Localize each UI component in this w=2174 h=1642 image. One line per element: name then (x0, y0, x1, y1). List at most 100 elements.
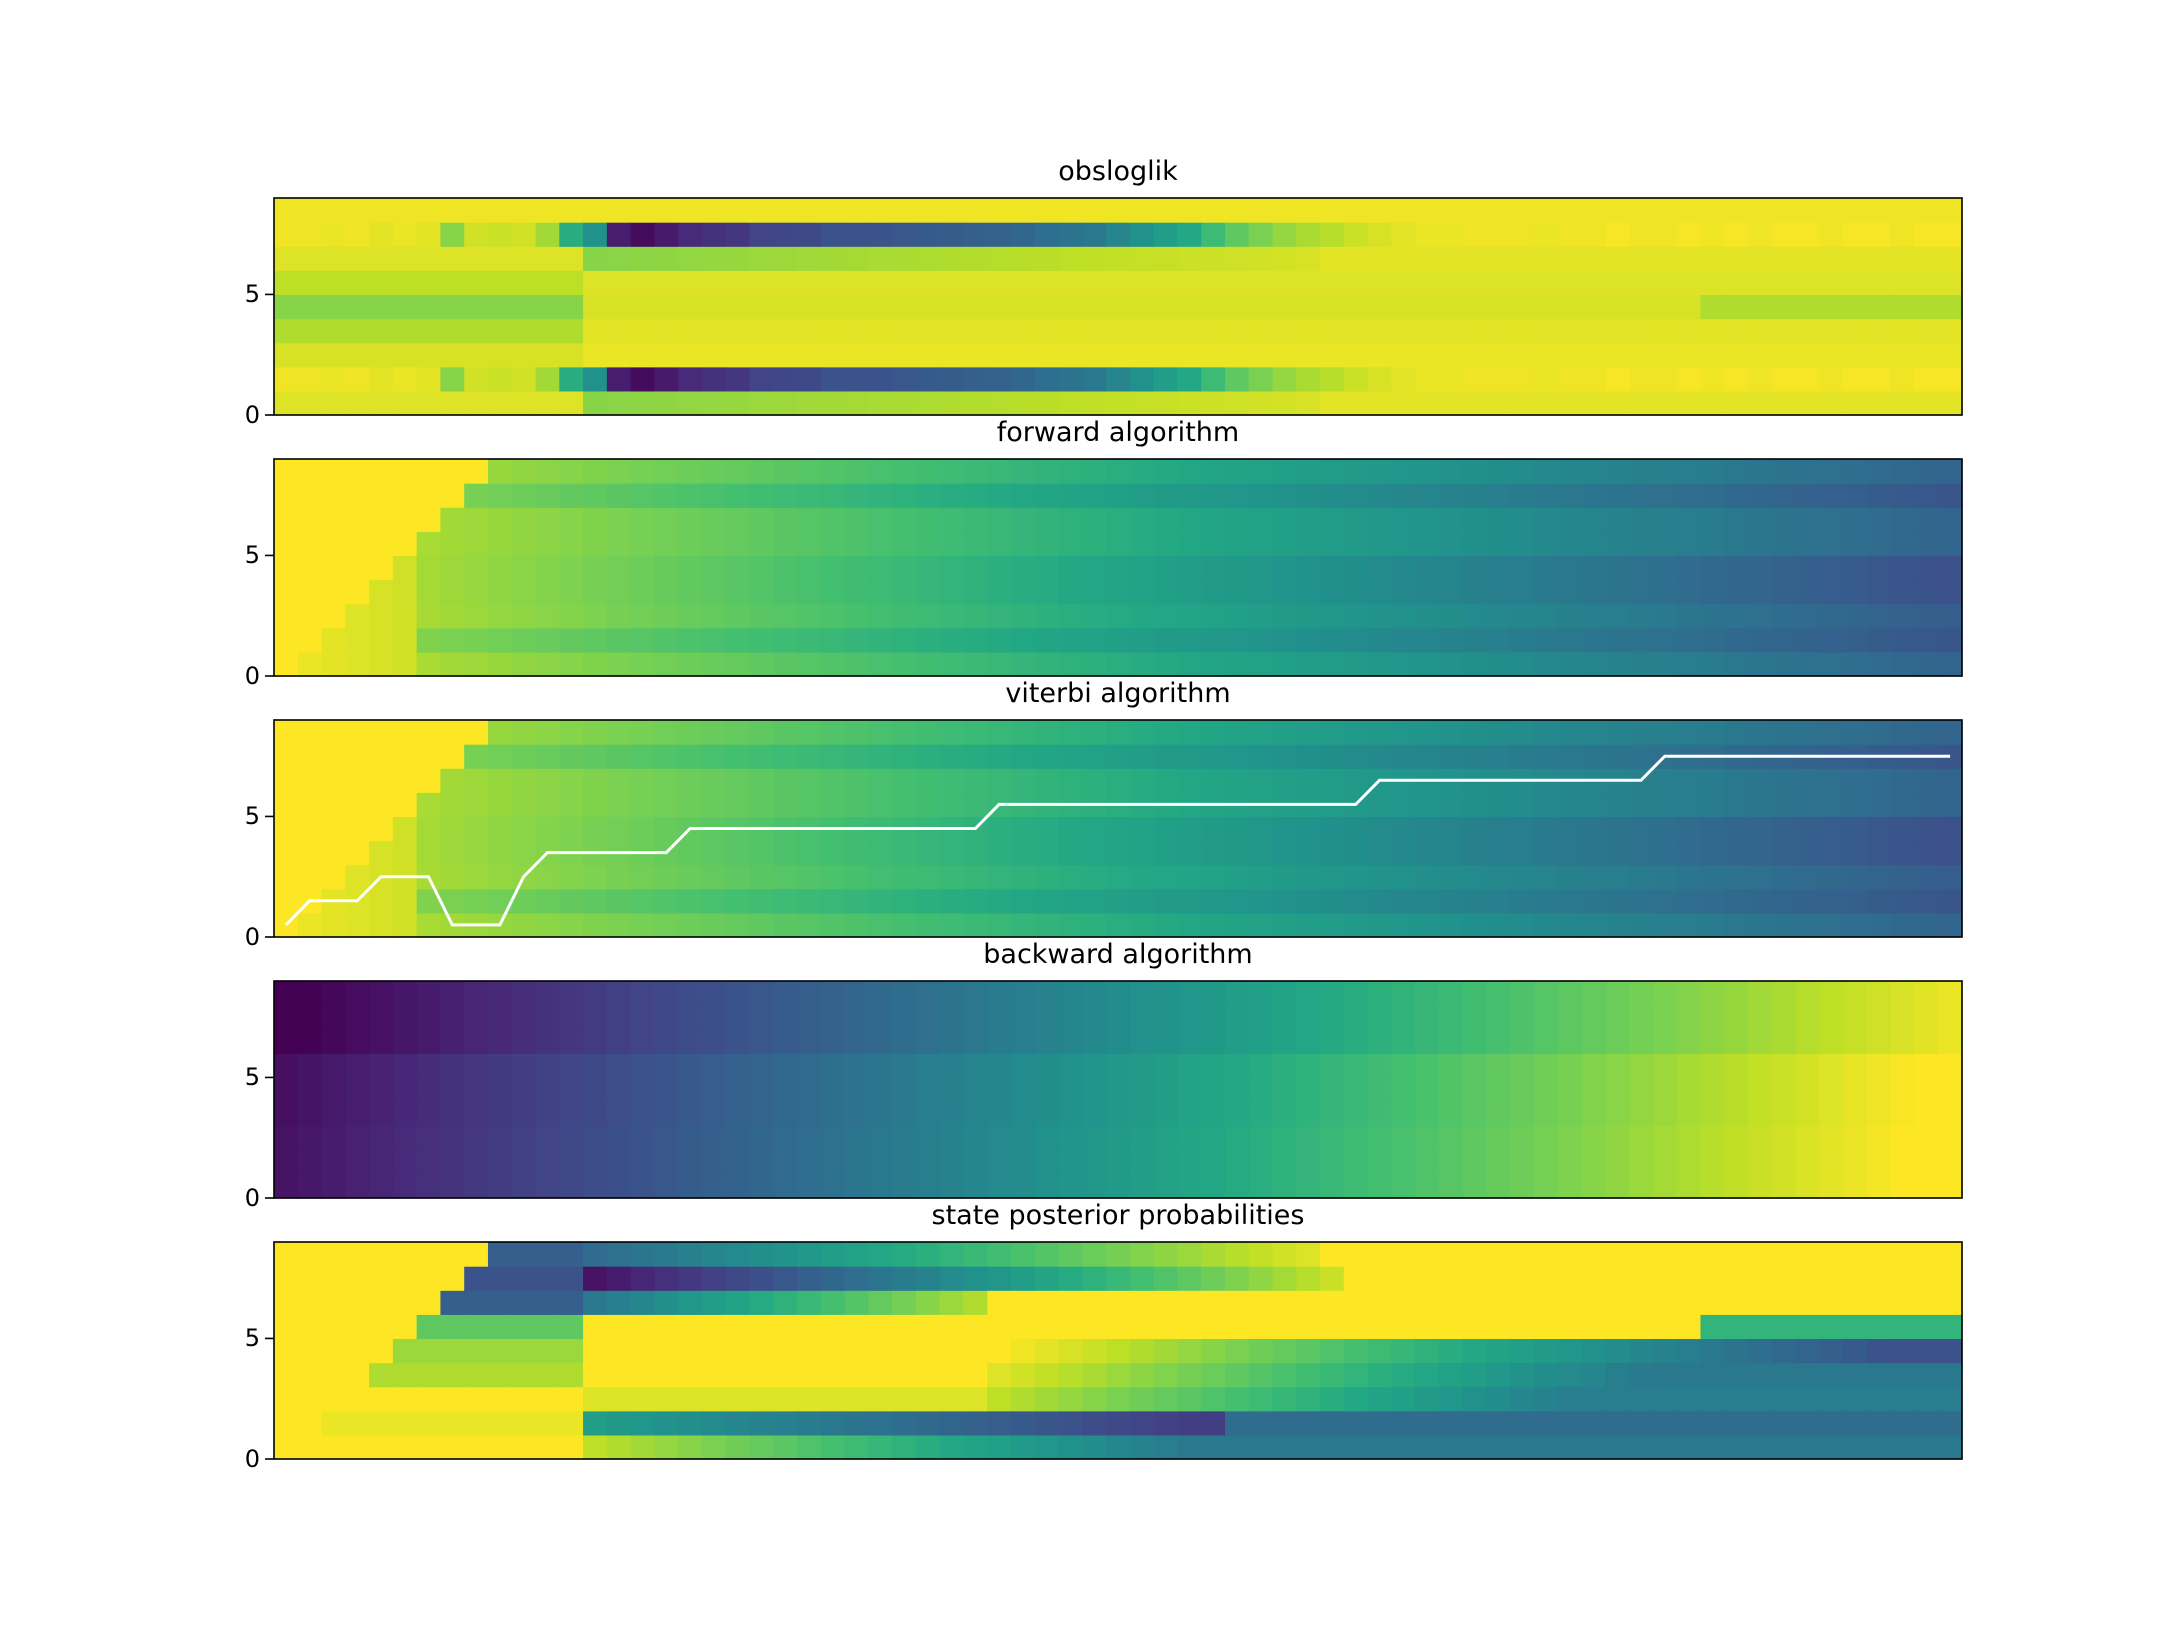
heatmap-cell (892, 342, 917, 368)
heatmap-cell (440, 1314, 465, 1340)
heatmap-cell (1201, 294, 1226, 320)
heatmap-cell (392, 507, 418, 532)
heatmap-cell (1343, 720, 1369, 745)
heatmap-cell (1082, 1077, 1107, 1103)
heatmap-cell (1415, 1173, 1440, 1199)
heatmap-cell (1605, 1029, 1630, 1054)
heatmap-cell (915, 270, 941, 296)
heatmap-cell (1058, 342, 1083, 368)
heatmap-cell (464, 459, 489, 484)
heatmap-cell (1938, 1101, 1963, 1127)
heatmap-cell (1296, 1029, 1321, 1054)
heatmap-cell (915, 1149, 941, 1175)
heatmap-cell (630, 390, 655, 416)
heatmap-cell (1700, 483, 1725, 508)
heatmap-cell (844, 1053, 869, 1079)
heatmap-cell (345, 864, 370, 890)
heatmap-cell (1605, 366, 1630, 392)
heatmap-cell (1676, 1434, 1702, 1460)
heatmap-cell (1938, 1266, 1963, 1291)
heatmap-cell (963, 294, 988, 320)
heatmap-cell (1652, 246, 1678, 271)
heatmap-cell (1771, 768, 1797, 793)
heatmap-cell (701, 1149, 727, 1175)
heatmap-cell (868, 840, 893, 866)
heatmap-cell (1771, 1410, 1797, 1436)
heatmap-cell (1700, 720, 1725, 745)
heatmap-cell (630, 342, 655, 368)
heatmap-cell (1391, 366, 1416, 392)
heatmap-cell (1866, 1053, 1892, 1079)
heatmap-cell (1486, 912, 1511, 938)
heatmap-cell (535, 342, 560, 368)
heatmap-cell (321, 1029, 346, 1054)
heatmap-cell (701, 222, 727, 247)
heatmap-cell (1224, 366, 1250, 392)
heatmap-cell (797, 1242, 822, 1267)
heatmap-cell (654, 627, 679, 653)
heatmap-cell (701, 198, 727, 223)
heatmap-cell (1106, 366, 1131, 392)
heatmap-cell (1938, 1149, 1963, 1175)
heatmap-cell (392, 222, 418, 247)
heatmap-cell (392, 1338, 418, 1364)
heatmap-cell (297, 1029, 323, 1054)
heatmap-cell (678, 1125, 703, 1151)
heatmap-cell (1605, 1242, 1630, 1267)
heatmap-cell (1605, 1266, 1630, 1291)
heatmap-cell (1177, 483, 1202, 508)
heatmap-cell (1748, 912, 1773, 938)
heatmap-panel (265, 1241, 1963, 1460)
heatmap-cell (1557, 294, 1583, 320)
heatmap-cell (1486, 1029, 1511, 1054)
heatmap-cell (820, 390, 846, 416)
heatmap-cell (1629, 318, 1654, 344)
heatmap-cell (1343, 246, 1369, 271)
heatmap-cell (630, 318, 655, 344)
heatmap-cell (321, 816, 346, 842)
heatmap-cell (939, 792, 965, 818)
heatmap-cell (1748, 1362, 1773, 1388)
heatmap-cell (820, 1005, 846, 1030)
heatmap-cell (1367, 1101, 1392, 1127)
heatmap-cell (321, 270, 346, 296)
heatmap-cell (369, 531, 394, 557)
heatmap-cell (630, 531, 655, 557)
heatmap-cell (1795, 1173, 1820, 1199)
heatmap-cell (487, 579, 513, 605)
heatmap-cell (1415, 318, 1440, 344)
heatmap-cell (1581, 888, 1606, 914)
heatmap-cell (1343, 981, 1369, 1006)
heatmap-cell (274, 366, 299, 392)
heatmap-cell (1415, 912, 1440, 938)
heatmap-cell (1795, 1101, 1820, 1127)
heatmap-cell (274, 579, 299, 605)
heatmap-cell (1557, 579, 1583, 605)
heatmap-cell (654, 507, 679, 532)
y-tick-label: 0 (244, 1445, 260, 1473)
heatmap-cell (1700, 864, 1725, 890)
heatmap-cell (583, 483, 608, 508)
heatmap-cell (1415, 744, 1440, 769)
heatmap-cell (654, 651, 679, 677)
heatmap-cell (1652, 390, 1678, 416)
heatmap-cell (345, 1053, 370, 1079)
heatmap-cell (987, 603, 1012, 629)
heatmap-cell (1201, 1005, 1226, 1030)
heatmap-cell (654, 792, 679, 818)
heatmap-cell (797, 1338, 822, 1364)
heatmap-cell (274, 342, 299, 368)
heatmap-cell (892, 555, 917, 581)
heatmap-panel (265, 719, 1963, 938)
heatmap-cell (1914, 1386, 1939, 1412)
heatmap-cell (654, 1125, 679, 1151)
heatmap-cell (797, 651, 822, 677)
heatmap-cell (1890, 483, 1916, 508)
heatmap-cell (1034, 531, 1060, 557)
heatmap-cell (1581, 816, 1606, 842)
heatmap-cell (1296, 1362, 1321, 1388)
heatmap-cell (1771, 651, 1797, 677)
heatmap-cell (630, 792, 655, 818)
heatmap-cell (939, 294, 965, 320)
heatmap-cell (1415, 1290, 1440, 1315)
